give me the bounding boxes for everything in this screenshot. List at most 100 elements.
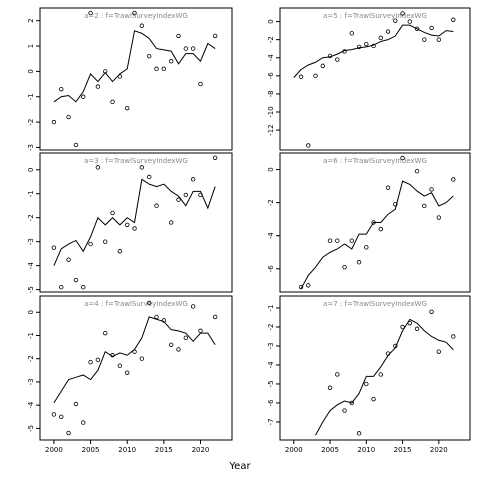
observed-point — [313, 73, 318, 79]
observed-point — [356, 431, 362, 436]
panel-frame — [39, 295, 233, 441]
observed-point — [51, 245, 57, 250]
observed-point — [320, 63, 325, 69]
y-tick-label: -5 — [27, 425, 35, 432]
y-tick-label: -2 — [27, 214, 35, 221]
observed-point — [103, 239, 108, 244]
y-tick-label: -3 — [27, 144, 35, 151]
observed-point — [436, 215, 442, 220]
observed-point — [198, 81, 203, 87]
observed-point — [378, 226, 384, 232]
y-tick-label: 0 — [267, 167, 275, 171]
y-tick-label: -12 — [267, 124, 275, 135]
observed-point — [436, 349, 442, 354]
observed-point — [59, 414, 64, 419]
x-tick-label: 2010 — [357, 446, 375, 454]
y-tick-label: -1 — [267, 304, 275, 311]
observed-point — [385, 185, 391, 190]
observed-point — [51, 412, 57, 417]
x-tick-label: 2020 — [192, 446, 210, 454]
observed-point — [146, 174, 152, 180]
panel-frame — [39, 152, 233, 293]
observed-point — [73, 142, 79, 148]
y-tick-label: -6 — [267, 72, 275, 80]
observed-point — [407, 19, 413, 24]
observed-point — [429, 187, 434, 192]
observed-point — [95, 165, 101, 170]
y-tick-label: -7 — [267, 418, 275, 425]
y-tick-label: -4 — [267, 232, 275, 240]
observed-point — [125, 222, 130, 228]
observed-point — [176, 33, 181, 39]
observed-point — [212, 33, 218, 39]
observed-point — [117, 249, 123, 254]
observed-point — [393, 18, 398, 23]
observed-point — [146, 53, 152, 59]
observed-point — [132, 10, 137, 16]
observed-point — [190, 46, 196, 51]
observed-point — [183, 46, 189, 51]
panel-title: a=3 : f=TrawlSurveyIndexWG — [84, 157, 188, 165]
observed-point — [88, 241, 93, 247]
observed-point — [451, 17, 456, 22]
y-tick-label: 0 — [267, 19, 275, 23]
y-tick-label: -4 — [27, 262, 35, 270]
observed-point — [139, 23, 145, 28]
observed-point — [110, 210, 115, 216]
observed-point — [88, 10, 93, 16]
observed-point — [212, 155, 218, 160]
observed-point — [139, 165, 145, 170]
observed-point — [400, 11, 405, 16]
observed-point — [73, 401, 79, 407]
observed-point — [414, 326, 420, 332]
observed-point — [385, 29, 391, 34]
observed-point — [125, 105, 130, 111]
observed-point — [436, 37, 442, 42]
observed-point — [378, 35, 384, 41]
observed-point — [190, 304, 196, 309]
panel-frame — [279, 152, 471, 293]
observed-point — [95, 357, 101, 363]
fitted-line — [53, 30, 216, 103]
y-tick-label: -2 — [27, 355, 35, 362]
x-tick-label: 2005 — [82, 446, 100, 454]
observed-point — [335, 238, 340, 243]
panel-frame — [39, 7, 233, 151]
observed-point — [414, 169, 420, 174]
y-tick-label: -2 — [267, 36, 275, 43]
observed-point — [414, 26, 420, 32]
y-tick-label: -5 — [27, 286, 35, 293]
y-tick-label: -3 — [27, 378, 35, 385]
observed-point — [429, 25, 434, 31]
observed-point — [422, 37, 427, 42]
observed-point — [66, 430, 71, 436]
y-tick-label: -1 — [27, 93, 35, 100]
observed-point — [306, 283, 311, 288]
observed-point — [429, 309, 434, 314]
observed-point — [183, 335, 189, 341]
y-tick-label: -3 — [267, 342, 275, 349]
y-tick-label: -1 — [27, 190, 35, 197]
observed-point — [95, 84, 101, 89]
observed-point — [154, 203, 159, 208]
observed-point — [66, 257, 71, 262]
y-tick-label: -6 — [267, 399, 275, 407]
observed-point — [51, 119, 57, 125]
x-tick-label: 2010 — [118, 446, 136, 454]
observed-point — [154, 66, 159, 72]
observed-point — [161, 66, 167, 72]
panel-title: a=2 : f=TrawlSurveyIndexWG — [84, 12, 188, 20]
y-tick-label: 0 — [27, 69, 35, 73]
fitted-line — [53, 178, 216, 266]
observed-point — [190, 177, 196, 182]
fitted-line — [300, 180, 454, 289]
y-tick-label: -5 — [267, 380, 275, 387]
observed-point — [125, 370, 130, 375]
observed-point — [59, 86, 64, 92]
observed-point — [400, 324, 405, 330]
observed-point — [154, 314, 159, 320]
observed-point — [212, 314, 218, 320]
observed-point — [81, 285, 86, 290]
y-tick-label: 0 — [27, 168, 35, 172]
